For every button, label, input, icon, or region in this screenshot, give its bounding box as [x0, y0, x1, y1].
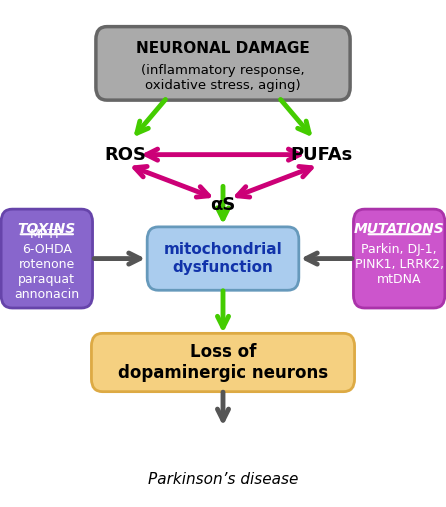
FancyArrowPatch shape [94, 253, 140, 264]
Text: ROS: ROS [104, 146, 146, 164]
Text: (inflammatory response,
oxidative stress, aging): (inflammatory response, oxidative stress… [141, 63, 305, 92]
FancyBboxPatch shape [96, 26, 350, 100]
Text: MPTP
6-OHDA
rotenone
paraquat
annonacin: MPTP 6-OHDA rotenone paraquat annonacin [14, 228, 79, 301]
FancyArrowPatch shape [218, 392, 228, 420]
Text: Parkinson’s disease: Parkinson’s disease [148, 472, 298, 487]
FancyArrowPatch shape [306, 253, 352, 264]
Text: αS: αS [211, 196, 235, 214]
FancyArrowPatch shape [218, 291, 228, 328]
FancyArrowPatch shape [137, 99, 165, 133]
Text: Loss of
dopaminergic neurons: Loss of dopaminergic neurons [118, 343, 328, 382]
FancyBboxPatch shape [1, 209, 93, 308]
FancyBboxPatch shape [353, 209, 445, 308]
FancyArrowPatch shape [135, 166, 209, 197]
Text: MUTATIONS: MUTATIONS [354, 222, 445, 236]
Text: NEURONAL DAMAGE: NEURONAL DAMAGE [136, 41, 310, 56]
Text: mitochondrial
dysfunction: mitochondrial dysfunction [164, 242, 282, 275]
FancyArrowPatch shape [237, 166, 311, 197]
Text: PUFAs: PUFAs [290, 146, 352, 164]
FancyBboxPatch shape [147, 227, 299, 290]
Text: Parkin, DJ-1,
PINK1, LRRK2,
mtDNA: Parkin, DJ-1, PINK1, LRRK2, mtDNA [355, 243, 444, 286]
FancyArrowPatch shape [146, 149, 300, 160]
FancyArrowPatch shape [281, 99, 309, 133]
FancyBboxPatch shape [91, 334, 355, 391]
FancyArrowPatch shape [218, 186, 228, 219]
Text: TOXINS: TOXINS [18, 222, 76, 236]
